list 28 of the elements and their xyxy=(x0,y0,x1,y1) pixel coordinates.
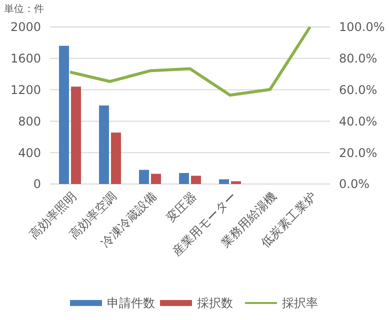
bar xyxy=(231,181,241,184)
bar xyxy=(71,86,81,184)
bar xyxy=(191,176,201,184)
legend-label: 申請件数 xyxy=(107,296,155,310)
y2-tick-label: 80.0% xyxy=(339,52,378,66)
y2-tick-label: 40.0% xyxy=(339,114,378,128)
y-tick-label: 1600 xyxy=(10,52,41,66)
y2-tick-label: 20.0% xyxy=(339,146,378,160)
y-tick-label: 0 xyxy=(33,177,41,192)
y-tick-label: 800 xyxy=(18,114,41,128)
y-tick-label: 400 xyxy=(18,146,41,160)
bar xyxy=(99,106,109,184)
y2-tick-label: 0.0% xyxy=(339,177,370,192)
legend-label: 採択率 xyxy=(282,296,318,310)
y-tick-label: 1200 xyxy=(10,83,41,97)
bar xyxy=(179,173,189,184)
legend-label: 採択数 xyxy=(197,296,233,310)
text: 単位：件 xyxy=(4,3,44,15)
x-tick-label: 変圧器 xyxy=(164,189,200,225)
bar xyxy=(151,174,161,184)
bar xyxy=(139,170,149,184)
bar xyxy=(59,46,69,184)
line-series xyxy=(68,26,312,97)
bar xyxy=(111,132,121,184)
y2-tick-label: 60.0% xyxy=(339,83,378,97)
y2-tick-label: 100.0% xyxy=(339,20,385,34)
bar xyxy=(219,179,229,184)
y-tick-label: 2000 xyxy=(10,20,41,34)
